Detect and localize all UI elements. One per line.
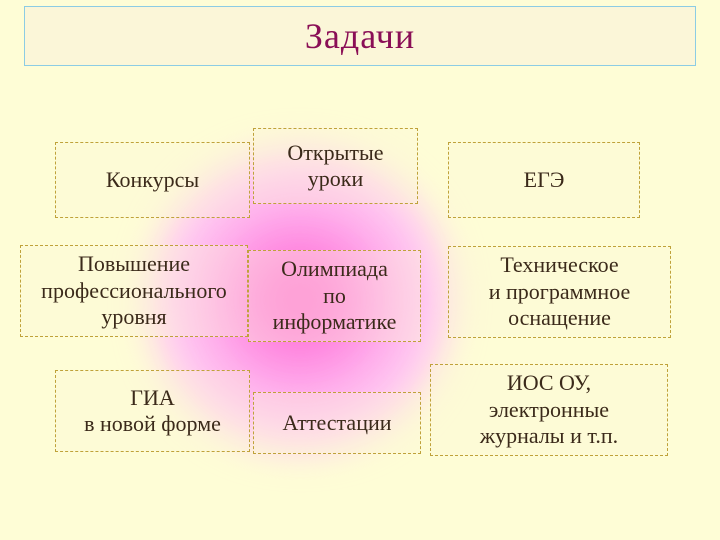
grid-cell-text: Повышение профессионального уровня (41, 251, 227, 330)
grid-cell-r1c3: ЕГЭ (448, 142, 640, 218)
slide-title: Задачи (305, 15, 415, 57)
grid-cell-text: ИОС ОУ, электронные журналы и т.п. (480, 370, 618, 449)
grid-cell-r2c2: Олимпиада по информатике (248, 250, 421, 342)
grid-cell-r3c3: ИОС ОУ, электронные журналы и т.п. (430, 364, 668, 456)
grid-cell-text: Конкурсы (106, 167, 199, 193)
grid-cell-r2c1: Повышение профессионального уровня (20, 245, 248, 337)
grid-cell-r2c3: Техническое и программное оснащение (448, 246, 671, 338)
grid-cell-text: Открытые уроки (287, 140, 383, 193)
slide-title-box: Задачи (24, 6, 696, 66)
grid-cell-text: Техническое и программное оснащение (489, 252, 631, 331)
grid-cell-text: ГИА в новой форме (84, 385, 221, 438)
grid-cell-r1c1: Конкурсы (55, 142, 250, 218)
grid-cell-r3c2: Аттестации (253, 392, 421, 454)
grid-cell-text: ЕГЭ (524, 167, 565, 193)
grid-cell-r3c1: ГИА в новой форме (55, 370, 250, 452)
grid-cell-text: Аттестации (282, 410, 391, 436)
grid-cell-text: Олимпиада по информатике (273, 256, 397, 335)
grid-cell-r1c2: Открытые уроки (253, 128, 418, 204)
